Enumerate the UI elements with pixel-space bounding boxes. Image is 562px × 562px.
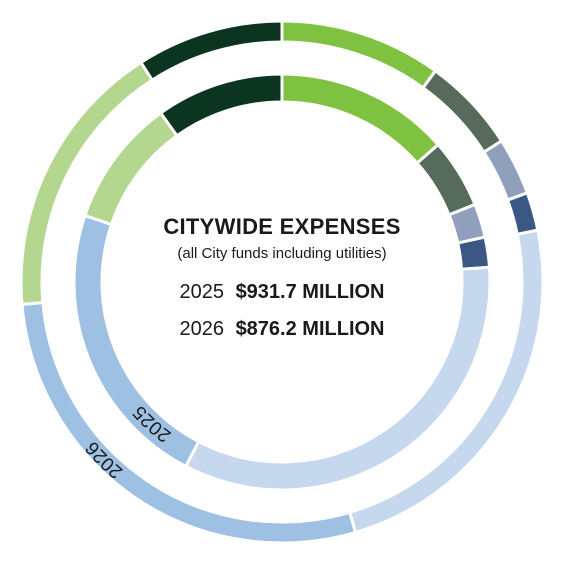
chart-subtitle: (all City funds including utilities): [177, 245, 386, 262]
total-2026: 2026 $876.2 MILLION: [180, 318, 385, 340]
slice-2025-7: [83, 110, 180, 227]
total-2025-year: 2025: [180, 281, 225, 303]
inner-ring-2025: [72, 72, 492, 492]
slice-2026-3: [481, 138, 530, 202]
slice-2026-4: [505, 190, 540, 237]
total-2025: 2025 $931.7 MILLION: [180, 281, 385, 303]
slice-2025-2: [415, 142, 477, 217]
slice-2026-8: [138, 19, 284, 83]
outer-ring-2026: [19, 19, 545, 545]
slice-2025-8: [158, 72, 284, 138]
total-2026-year: 2026: [180, 318, 225, 340]
slice-2025-4: [455, 235, 492, 271]
total-2025-amount: $931.7 MILLION: [236, 281, 385, 303]
chart-title: CITYWIDE EXPENSES: [163, 214, 400, 239]
slice-2025-1: [280, 72, 441, 166]
total-2026-amount: $876.2 MILLION: [236, 318, 385, 340]
